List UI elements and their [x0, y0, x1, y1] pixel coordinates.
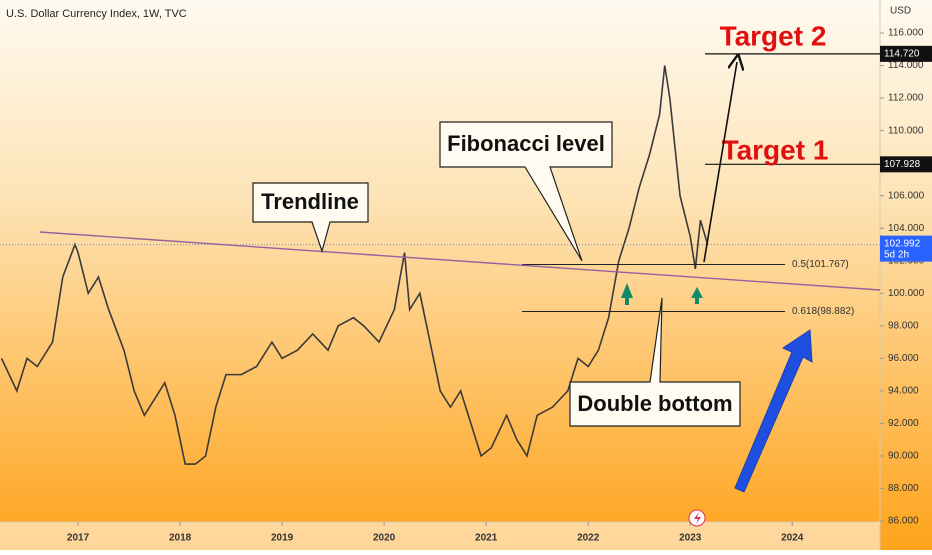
y-tick-label: 98.000: [888, 320, 919, 331]
fib-label: 0.618(98.882): [792, 306, 854, 317]
x-tick-label: 2018: [169, 533, 192, 544]
annotation: Target 1: [722, 134, 829, 165]
y-tick-label: 116.000: [888, 28, 924, 39]
annotation: Fibonacci level: [447, 131, 605, 156]
countdown-label: 5d 2h: [884, 249, 909, 260]
x-tick-label: 2021: [475, 533, 498, 544]
y-tick-label: 114.000: [888, 60, 924, 71]
x-tick-label: 2020: [373, 533, 396, 544]
big-up-arrow: [734, 329, 813, 493]
x-tick-label: 2022: [577, 533, 600, 544]
y-tick-label: 88.000: [888, 483, 919, 494]
price-tag: [880, 156, 932, 173]
last-price-label: 102.992: [884, 238, 921, 249]
price-tag: [880, 45, 932, 62]
trendline: [39, 231, 881, 291]
event-icon-bolt: [694, 512, 701, 524]
x-tick-label: 2019: [271, 533, 294, 544]
price-tag-label: 114.720: [884, 48, 920, 59]
chart-title: U.S. Dollar Currency Index, 1W, TVC: [6, 8, 187, 20]
y-axis-unit: USD: [890, 6, 911, 17]
y-tick-label: 100.000: [888, 288, 925, 299]
annotation: Target 2: [720, 20, 827, 51]
up-arrow: [621, 283, 633, 305]
annotation: Double bottom: [577, 391, 732, 416]
price-line: [0, 65, 709, 465]
y-tick-label: 90.000: [888, 451, 919, 462]
y-tick-label: 112.000: [888, 93, 924, 104]
last-price-tag: [880, 235, 932, 262]
x-tick-label: 2023: [679, 533, 702, 544]
target-arrow: [703, 62, 737, 263]
up-arrow: [691, 287, 703, 304]
y-tick-label: 92.000: [888, 418, 919, 429]
y-tick-label: 104.000: [888, 223, 925, 234]
callout: [252, 182, 369, 254]
x-axis-band: [0, 522, 880, 550]
y-tick-label: 110.000: [888, 125, 924, 136]
annotation: Trendline: [261, 189, 359, 214]
y-tick-label: 96.000: [888, 353, 919, 364]
callout: [569, 297, 741, 427]
x-tick-label: 2024: [781, 533, 804, 544]
fib-label: 0.5(101.767): [792, 259, 849, 270]
y-tick-label: 94.000: [888, 386, 919, 397]
price-tag-label: 107.928: [884, 159, 921, 170]
y-tick-label: 86.000: [888, 516, 919, 527]
callout: [439, 121, 613, 262]
x-tick-label: 2017: [67, 533, 90, 544]
y-tick-label: 106.000: [888, 190, 925, 201]
